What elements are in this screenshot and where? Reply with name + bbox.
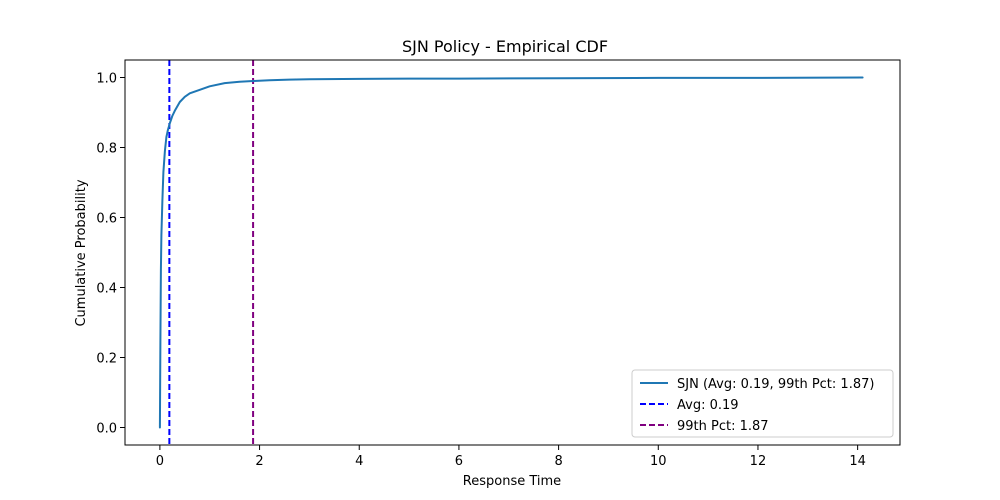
x-tick-label: 14 <box>849 454 866 469</box>
y-axis-label: Cumulative Probability <box>74 179 89 326</box>
y-tick-label: 0.4 <box>96 282 117 297</box>
legend-box <box>631 369 894 438</box>
y-tick-label: 1.0 <box>96 72 117 87</box>
x-axis-ticks: 0 2 4 6 8 10 12 14 <box>156 445 866 469</box>
legend-label-p99: 99th Pct: 1.87 <box>677 419 769 434</box>
x-tick-label: 8 <box>554 454 562 469</box>
cdf-series-line <box>158 76 864 429</box>
y-tick-label: 0.2 <box>96 352 117 367</box>
y-axis-ticks: 0.0 0.2 0.4 0.6 0.8 1.0 <box>96 72 125 437</box>
y-tick-label: 0.8 <box>96 142 117 157</box>
axes-frame <box>124 59 901 446</box>
legend-label-avg: Avg: 0.19 <box>677 398 739 413</box>
x-tick-label: 2 <box>255 454 263 469</box>
x-axis-label: Response Time <box>463 474 561 489</box>
x-tick-label: 0 <box>156 454 164 469</box>
x-tick-label: 12 <box>750 454 767 469</box>
x-tick-label: 4 <box>355 454 363 469</box>
legend-label-sjn: SJN (Avg: 0.19, 99th Pct: 1.87) <box>677 377 874 392</box>
y-tick-label: 0.0 <box>96 422 117 437</box>
legend: SJN (Avg: 0.19, 99th Pct: 1.87) Avg: 0.1… <box>631 369 894 438</box>
chart-title: SJN Policy - Empirical CDF <box>402 37 608 56</box>
y-tick-label: 0.6 <box>96 212 117 227</box>
x-tick-label: 6 <box>455 454 463 469</box>
plot-area <box>158 60 864 445</box>
x-tick-label: 10 <box>650 454 667 469</box>
